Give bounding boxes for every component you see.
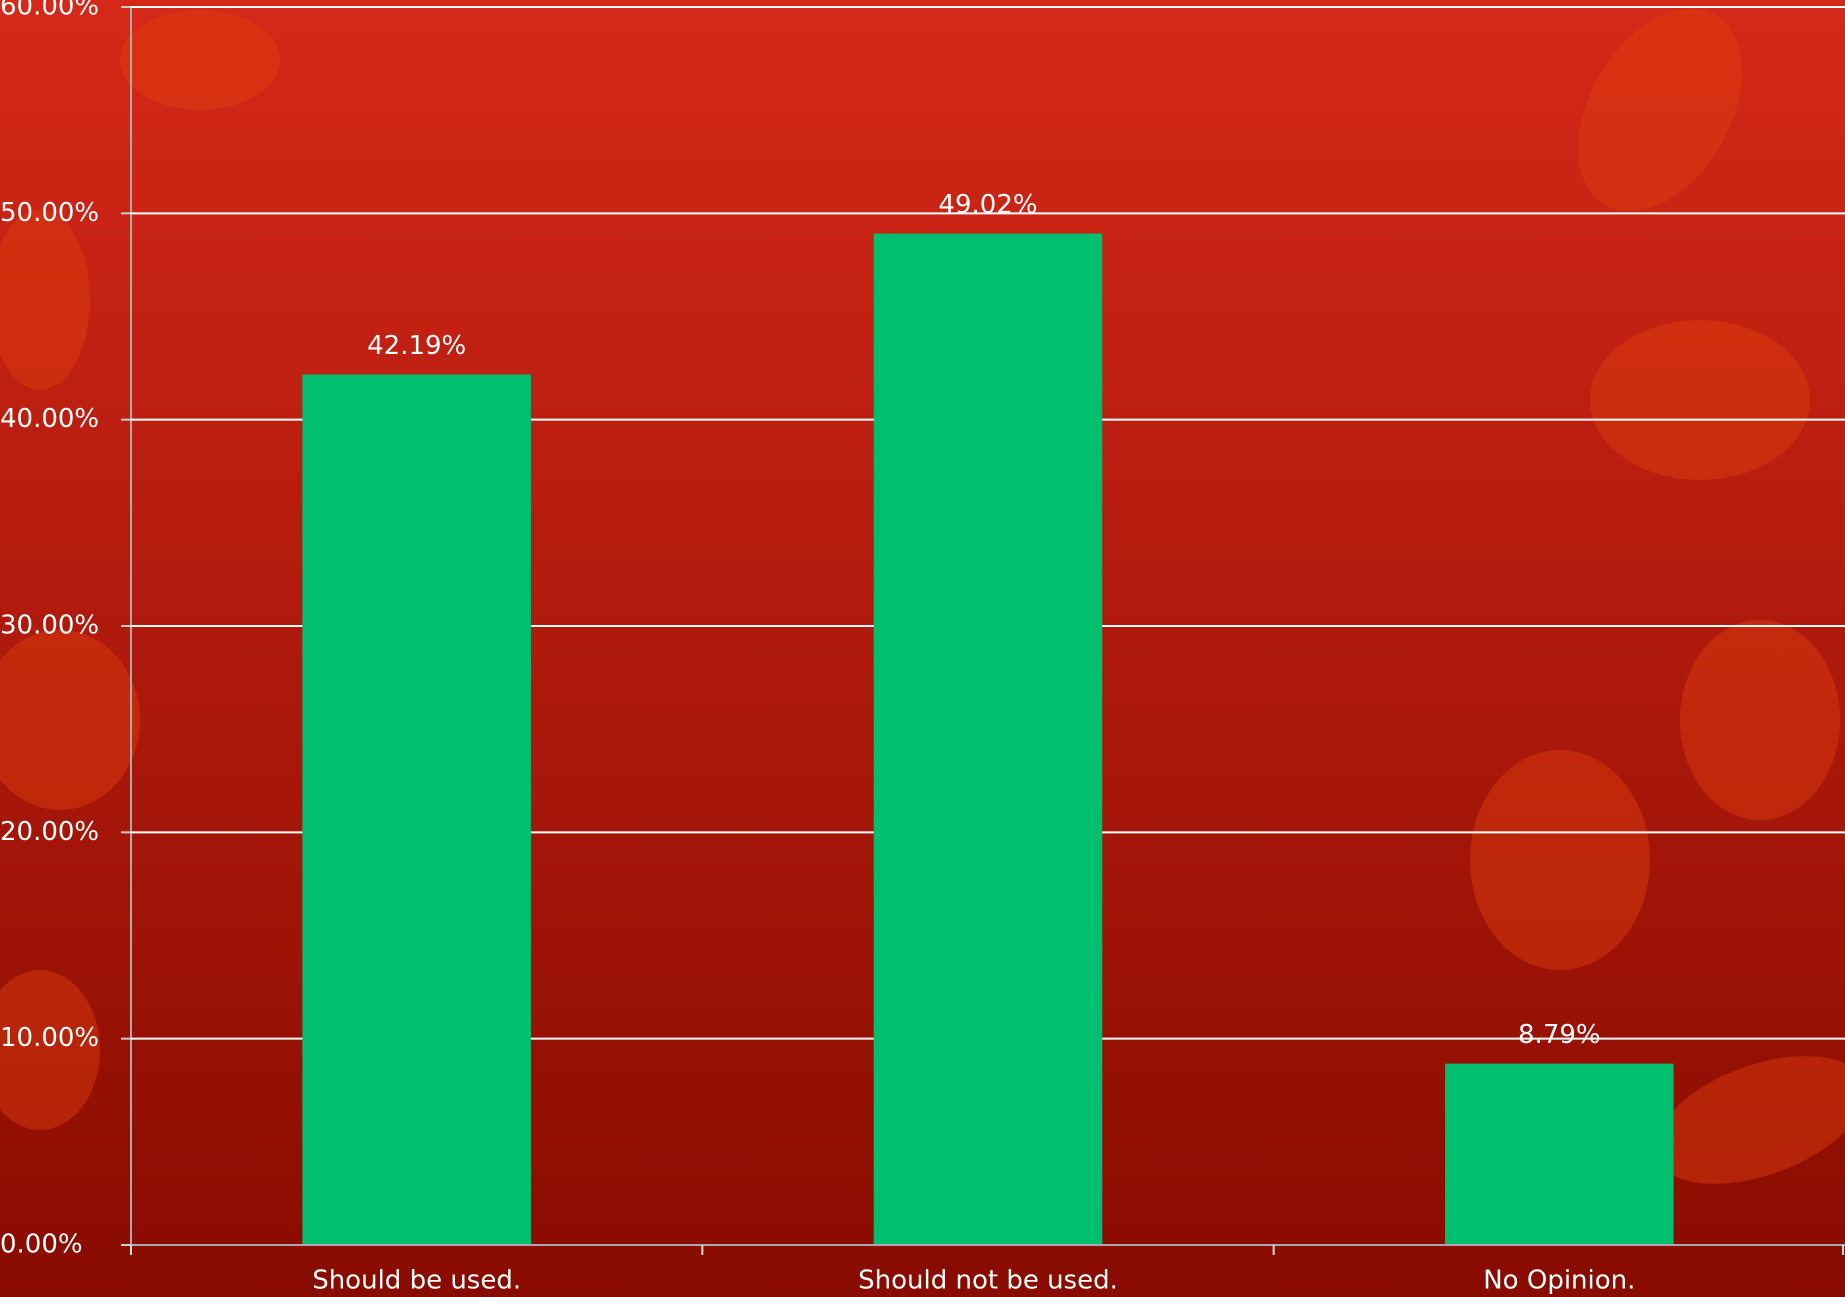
bar (302, 374, 531, 1245)
y-tick-label: 40.00% (0, 404, 99, 434)
y-tick-label: 50.00% (0, 198, 99, 228)
bar (1445, 1063, 1674, 1245)
y-tick-label: 0.00% (0, 1230, 83, 1260)
value-label: 42.19% (367, 331, 466, 361)
value-label: 49.02% (938, 190, 1037, 220)
y-tick-label: 30.00% (0, 611, 99, 641)
y-tick-label: 20.00% (0, 817, 99, 847)
bar (873, 233, 1103, 1245)
x-tick-label: Should not be used. (858, 1266, 1118, 1296)
x-tick-label: Should be used. (312, 1266, 521, 1296)
leaf-decoration (0, 8, 1845, 1184)
x-tick-label: No Opinion. (1483, 1266, 1635, 1296)
y-tick-label: 60.00% (0, 0, 99, 22)
value-label: 8.79% (1518, 1020, 1601, 1050)
y-tick-label: 10.00% (0, 1023, 99, 1053)
